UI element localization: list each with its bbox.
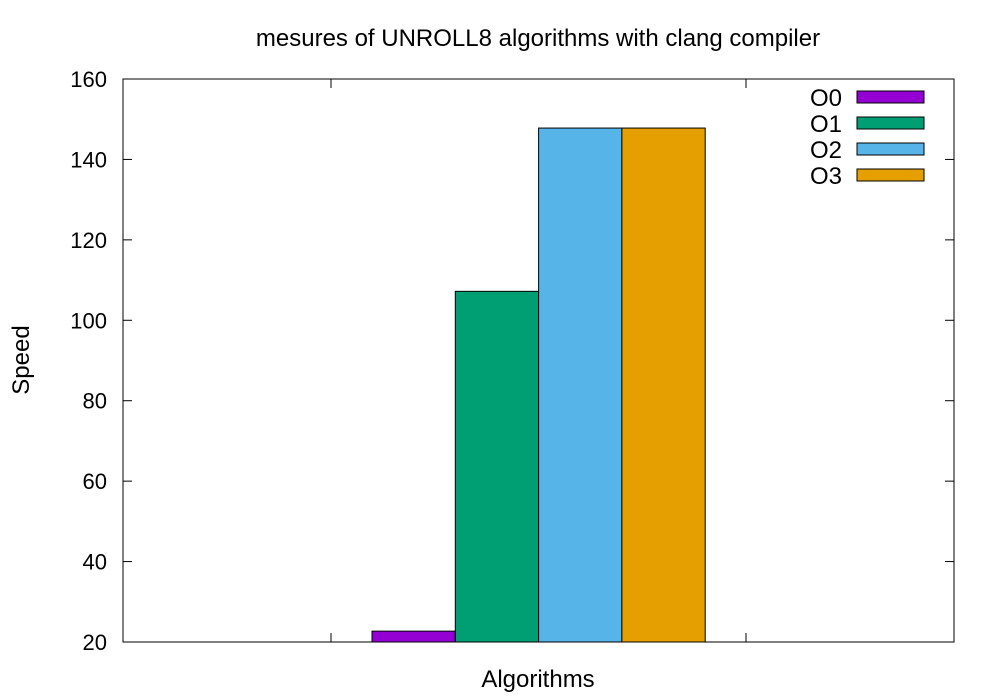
y-axis-label: Speed [8,325,35,394]
bar-o2 [538,127,623,643]
bars [371,127,706,643]
legend-swatch-o0 [856,90,925,104]
legend-label-o3: O3 [810,163,842,190]
x-axis-label: Algorithms [481,666,594,693]
bar-o3 [621,127,706,643]
y-tick-label: 60 [83,469,107,494]
legend-swatch-o3 [856,168,925,182]
y-tick-label: 80 [83,389,107,414]
y-tick-label: 160 [70,67,107,92]
legend-swatch-o2 [856,142,925,156]
y-tick-label: 100 [70,308,107,333]
y-tick-label: 120 [70,228,107,253]
x-axis [330,79,747,642]
plot-area: 20 40 60 80 100 120 140 160 [70,67,955,655]
legend-label-o1: O1 [810,111,842,138]
legend-label-o0: O0 [810,85,842,112]
bar-o1 [454,290,540,643]
bar-o0 [371,630,456,643]
y-tick-label: 20 [83,630,107,655]
legend-swatch-o1 [856,116,925,130]
legend-label-o2: O2 [810,137,842,164]
chart-title: mesures of UNROLL8 algorithms with clang… [256,25,820,52]
y-tick-label: 40 [83,550,107,575]
y-axis: 20 40 60 80 100 120 140 160 [70,67,954,655]
y-tick-label: 140 [70,147,107,172]
